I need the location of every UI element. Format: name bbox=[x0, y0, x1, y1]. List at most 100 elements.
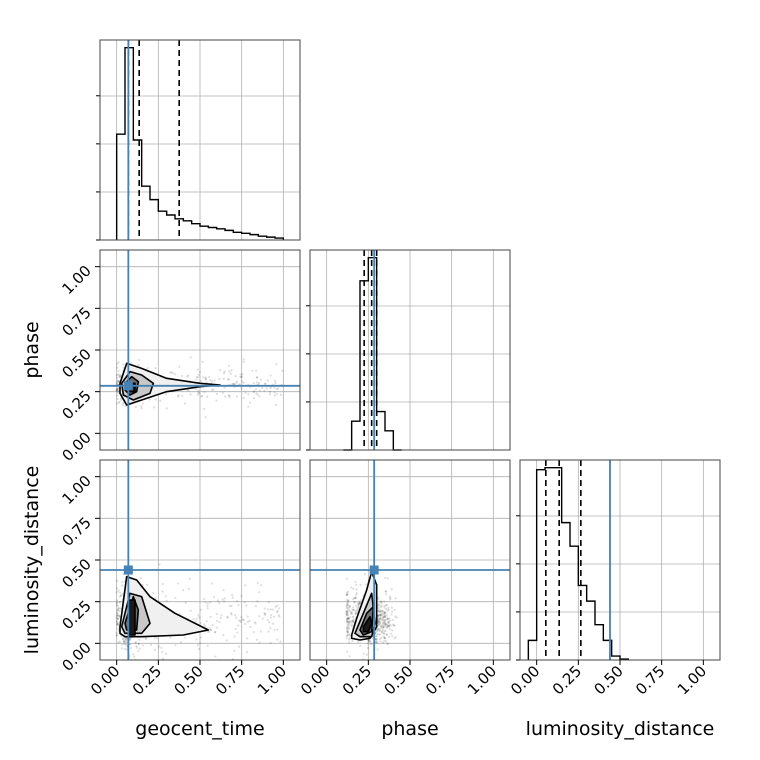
scatter-geocent_time-vs-luminosity_distance bbox=[99, 459, 301, 661]
sample-point bbox=[236, 631, 239, 634]
sample-point bbox=[230, 612, 233, 615]
sample-point bbox=[366, 646, 370, 650]
sample-point bbox=[346, 617, 349, 620]
sample-point bbox=[233, 614, 237, 617]
sample-point bbox=[169, 636, 172, 639]
sample-point bbox=[125, 637, 128, 640]
sample-point bbox=[354, 597, 357, 600]
sample-point bbox=[116, 616, 119, 620]
sample-point bbox=[122, 401, 125, 405]
sample-point bbox=[268, 390, 272, 393]
sample-point bbox=[115, 402, 118, 405]
sample-point bbox=[129, 636, 132, 640]
sample-point bbox=[209, 628, 212, 632]
y-tick-label: 1.00 bbox=[58, 472, 94, 508]
sample-point bbox=[138, 638, 141, 641]
sample-point bbox=[383, 612, 386, 615]
x-tick-label: 0.25 bbox=[549, 662, 585, 698]
sample-point bbox=[200, 394, 204, 398]
sample-point bbox=[346, 630, 350, 633]
sample-point bbox=[354, 611, 358, 614]
sample-point bbox=[377, 602, 380, 606]
sample-point bbox=[237, 645, 241, 648]
sample-point bbox=[393, 624, 396, 627]
sample-point bbox=[375, 635, 378, 638]
sample-point bbox=[197, 391, 200, 394]
x-axis-title-luminosity_distance: luminosity_distance bbox=[526, 718, 715, 740]
sample-point bbox=[206, 644, 209, 647]
sample-point bbox=[199, 608, 202, 611]
sample-point bbox=[379, 618, 382, 621]
sample-point bbox=[374, 640, 377, 644]
sample-point bbox=[379, 613, 382, 616]
y-axis-title-luminosity_distance: luminosity_distance bbox=[21, 466, 43, 655]
sample-point bbox=[135, 646, 139, 649]
sample-point bbox=[206, 607, 209, 610]
x-tick-label: 0.00 bbox=[87, 662, 123, 698]
sample-point bbox=[211, 380, 214, 383]
sample-point bbox=[348, 620, 351, 623]
sample-point bbox=[154, 366, 157, 370]
sample-point bbox=[158, 563, 161, 566]
sample-point bbox=[347, 626, 350, 629]
sample-point bbox=[159, 399, 162, 402]
sample-point bbox=[275, 387, 279, 391]
sample-point bbox=[231, 596, 234, 599]
sample-point bbox=[352, 597, 356, 600]
sample-point bbox=[365, 653, 368, 656]
y-axis-title-phase: phase bbox=[21, 321, 43, 378]
sample-point bbox=[379, 609, 382, 612]
sample-point bbox=[345, 603, 348, 606]
sample-point bbox=[116, 362, 119, 365]
sample-point bbox=[116, 611, 119, 615]
sample-point bbox=[351, 619, 354, 622]
sample-point bbox=[381, 624, 384, 627]
sample-point bbox=[116, 379, 119, 382]
sample-point bbox=[174, 644, 177, 647]
sample-point bbox=[117, 624, 120, 627]
sample-point bbox=[195, 617, 198, 620]
sample-point bbox=[195, 378, 198, 381]
sample-point bbox=[383, 639, 386, 642]
sample-point bbox=[183, 402, 187, 405]
sample-point bbox=[366, 642, 369, 645]
sample-point bbox=[177, 394, 180, 397]
sample-point bbox=[269, 616, 272, 619]
sample-point bbox=[251, 369, 254, 372]
sample-point bbox=[380, 602, 383, 605]
sample-point bbox=[383, 604, 386, 607]
sample-point bbox=[204, 601, 207, 604]
sample-point bbox=[347, 620, 350, 624]
sample-point bbox=[115, 388, 119, 391]
x-tick-label: 1.00 bbox=[674, 662, 710, 698]
sample-point bbox=[223, 597, 226, 600]
sample-point bbox=[357, 603, 360, 606]
sample-point bbox=[387, 608, 390, 611]
contour-core bbox=[362, 615, 373, 633]
sample-point bbox=[348, 641, 351, 644]
sample-point bbox=[229, 372, 233, 375]
sample-point bbox=[379, 616, 383, 619]
y-tick-label: 0.25 bbox=[58, 597, 94, 633]
sample-point bbox=[216, 626, 219, 629]
sample-point bbox=[184, 601, 187, 604]
sample-point bbox=[125, 638, 128, 642]
sample-point bbox=[215, 612, 218, 615]
sample-point bbox=[380, 627, 383, 630]
sample-point bbox=[118, 375, 121, 378]
x-tick-label: 0.75 bbox=[632, 662, 668, 698]
sample-point bbox=[121, 592, 124, 595]
sample-point bbox=[345, 611, 348, 614]
sample-point bbox=[348, 655, 351, 658]
sample-point bbox=[196, 644, 199, 647]
histogram-steps bbox=[527, 466, 630, 660]
sample-point bbox=[258, 615, 261, 618]
sample-point bbox=[116, 614, 119, 617]
sample-point bbox=[350, 612, 353, 615]
sample-point bbox=[346, 598, 349, 601]
sample-point bbox=[239, 373, 242, 376]
sample-point bbox=[157, 645, 160, 648]
sample-point bbox=[223, 386, 226, 389]
sample-point bbox=[345, 610, 348, 613]
sample-point bbox=[386, 642, 389, 645]
